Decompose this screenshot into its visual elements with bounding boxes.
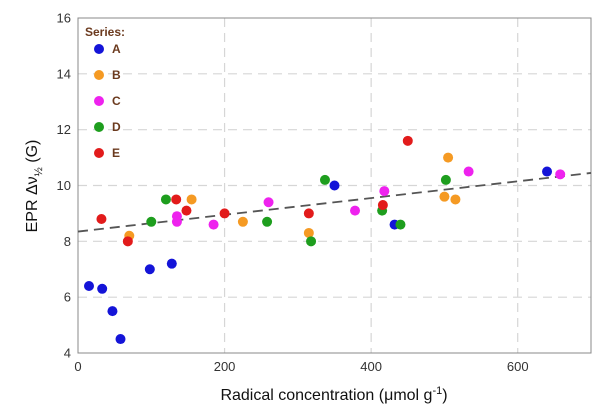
data-point-a [329,180,340,191]
data-point-c [350,205,361,216]
legend-title: Series: [85,25,125,39]
legend-label-c: C [112,94,121,108]
data-point-e [303,208,314,219]
plot-frame [77,17,592,354]
legend-marker-c [94,96,104,106]
data-point-c [208,219,219,230]
legend-marker-b [94,70,104,80]
data-point-a [107,306,118,317]
data-point-c [555,169,566,180]
y-tick-label: 12 [57,122,71,137]
data-point-d [160,194,171,205]
data-point-e [377,200,388,211]
data-point-d [262,216,273,227]
y-tick-label: 10 [57,178,71,193]
x-axis-label: Radical concentration (μmol g-1) [220,385,447,404]
data-point-e [171,194,182,205]
legend-label-b: B [112,68,121,82]
y-tick-label: 4 [64,346,71,361]
data-point-a [115,334,126,345]
data-point-d [395,219,406,230]
data-point-b [237,216,248,227]
data-point-a [97,283,108,294]
legend-label-d: D [112,120,121,134]
data-point-e [219,208,230,219]
legend-marker-d [94,122,104,132]
x-tick-label: 400 [360,359,382,374]
data-point-e [122,236,133,247]
data-point-b [443,152,454,163]
x-tick-labels: 0 200 400 600 [74,359,528,374]
x-tick-label: 0 [74,359,81,374]
data-point-b [450,194,461,205]
data-point-e [402,135,413,146]
trend-line [77,172,592,233]
data-point-a [542,166,553,177]
data-point-c [463,166,474,177]
data-point-a [83,281,94,291]
x-tick-label: 600 [507,359,529,374]
data-points [83,135,566,345]
legend-label-a: A [112,42,121,56]
data-point-d [146,216,157,227]
x-tick-label: 200 [214,359,236,374]
data-point-e [181,205,192,216]
data-point-d [306,236,317,247]
data-point-a [166,258,177,269]
data-point-b [439,191,450,202]
legend-label-e: E [112,146,120,160]
data-point-c [171,211,182,222]
y-tick-label: 8 [64,234,71,249]
data-point-e [96,214,107,224]
data-point-d [319,174,330,185]
y-tick-label: 6 [64,290,71,305]
y-tick-label: 16 [57,11,71,26]
legend-marker-e [94,148,104,158]
data-point-c [379,186,390,197]
data-point-a [144,264,155,275]
data-point-b [303,227,314,238]
data-point-b [186,194,197,205]
legend-marker-a [94,44,104,54]
y-tick-label: 14 [57,66,71,81]
y-tick-labels: 4 6 8 10 12 14 16 [57,11,71,361]
data-point-d [440,174,451,185]
data-point-c [263,197,274,208]
y-axis-label: EPR Δν½ (G) [24,140,45,233]
